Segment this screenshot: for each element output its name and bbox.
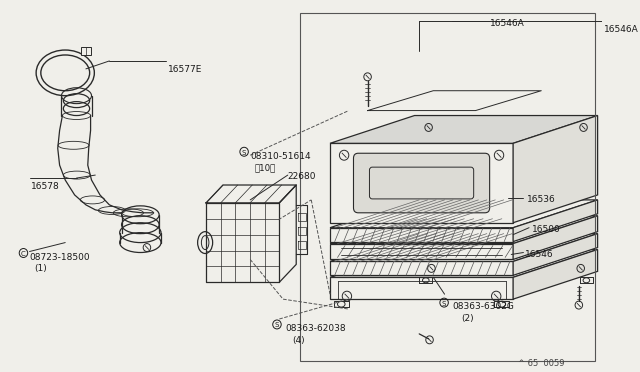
Text: (2): (2) bbox=[461, 314, 474, 323]
Polygon shape bbox=[513, 234, 598, 275]
Text: (4): (4) bbox=[292, 336, 305, 345]
Polygon shape bbox=[330, 116, 598, 143]
Text: 08363-6302G: 08363-6302G bbox=[452, 302, 514, 311]
Text: (1): (1) bbox=[35, 264, 47, 273]
Text: 16546: 16546 bbox=[525, 250, 554, 259]
Text: S: S bbox=[242, 150, 246, 156]
Polygon shape bbox=[513, 200, 598, 241]
Text: S: S bbox=[275, 323, 279, 328]
Text: 08723-18500: 08723-18500 bbox=[29, 253, 90, 263]
Bar bbox=[300, 13, 595, 361]
Text: C: C bbox=[21, 251, 26, 257]
Text: 16546A: 16546A bbox=[490, 19, 524, 28]
Text: 16577E: 16577E bbox=[168, 65, 202, 74]
Polygon shape bbox=[330, 234, 598, 262]
Bar bbox=[81, 47, 91, 55]
Text: 08363-62038: 08363-62038 bbox=[285, 324, 346, 333]
Polygon shape bbox=[513, 250, 598, 299]
Text: 〈10〉: 〈10〉 bbox=[255, 163, 276, 172]
Polygon shape bbox=[330, 143, 513, 223]
Polygon shape bbox=[330, 262, 513, 275]
Polygon shape bbox=[330, 244, 513, 259]
Text: 16546A: 16546A bbox=[604, 25, 639, 34]
Text: 16536: 16536 bbox=[527, 195, 556, 204]
Polygon shape bbox=[330, 250, 598, 277]
Text: ^ 65  0059: ^ 65 0059 bbox=[518, 359, 564, 368]
Polygon shape bbox=[330, 216, 598, 244]
Polygon shape bbox=[330, 277, 513, 299]
Text: S: S bbox=[442, 301, 446, 307]
Polygon shape bbox=[330, 200, 598, 228]
Text: 16578: 16578 bbox=[31, 182, 60, 191]
Polygon shape bbox=[513, 116, 598, 223]
Ellipse shape bbox=[198, 232, 212, 253]
Text: 22680: 22680 bbox=[288, 172, 316, 181]
Text: 08310-51614: 08310-51614 bbox=[250, 152, 311, 161]
Text: 16500: 16500 bbox=[532, 225, 561, 234]
Polygon shape bbox=[330, 228, 513, 241]
Polygon shape bbox=[513, 216, 598, 259]
FancyBboxPatch shape bbox=[353, 153, 490, 213]
